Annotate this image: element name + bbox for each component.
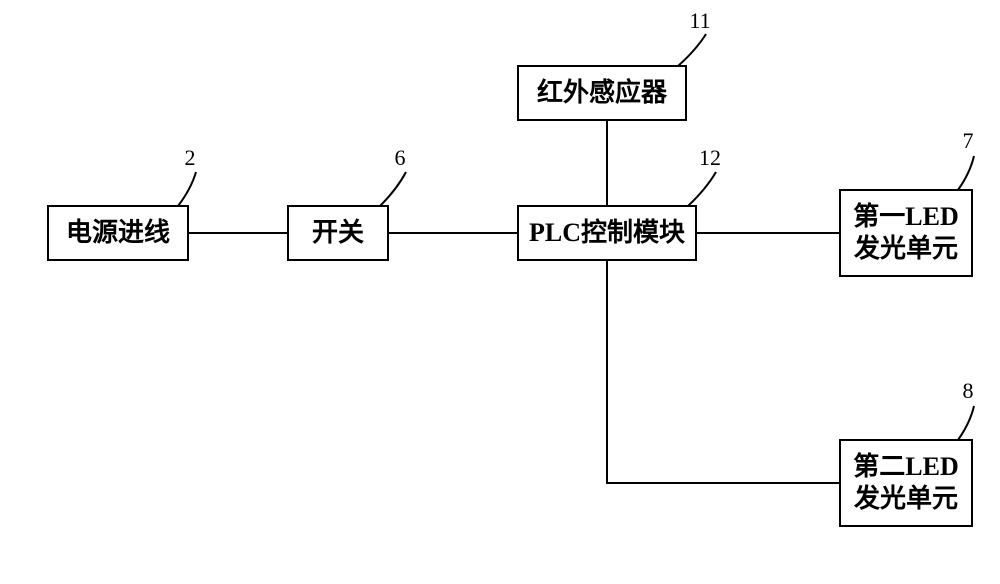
node-led2-label-line1: 第二LED	[853, 451, 958, 481]
node-led1-refnum: 7	[963, 128, 974, 153]
node-plc: PLC控制模块 12	[518, 145, 721, 260]
node-ir-label: 红外感应器	[537, 77, 668, 107]
node-led1: 第一LED发光单元 7	[840, 128, 974, 276]
node-power-label: 电源进线	[66, 218, 170, 247]
node-led2-refnum: 8	[963, 378, 974, 403]
node-switch: 开关 6	[288, 145, 406, 260]
node-power-leader	[178, 172, 196, 206]
node-led2: 第二LED发光单元 8	[840, 378, 974, 526]
node-led1-label-line2: 发光单元	[853, 233, 958, 263]
node-switch-label: 开关	[312, 218, 364, 247]
node-led2-label-line2: 发光单元	[853, 483, 958, 513]
node-led1-label-line1: 第一LED	[853, 201, 958, 231]
node-led1-leader	[958, 156, 974, 190]
node-plc-refnum: 12	[699, 145, 721, 170]
node-plc-leader	[688, 172, 716, 206]
block-diagram: 电源进线2开关6PLC控制模块12红外感应器11第一LED发光单元7第二LED发…	[0, 0, 1000, 584]
node-plc-label: PLC控制模块	[529, 218, 685, 247]
node-ir-refnum: 11	[689, 8, 710, 33]
node-ir: 红外感应器 11	[518, 8, 711, 120]
node-power-refnum: 2	[185, 145, 196, 170]
node-led2-leader	[958, 406, 974, 440]
node-switch-refnum: 6	[395, 145, 406, 170]
edge-plc-led2	[607, 260, 840, 483]
node-ir-leader	[678, 34, 706, 66]
node-power: 电源进线 2	[48, 145, 196, 260]
node-switch-leader	[380, 172, 406, 206]
